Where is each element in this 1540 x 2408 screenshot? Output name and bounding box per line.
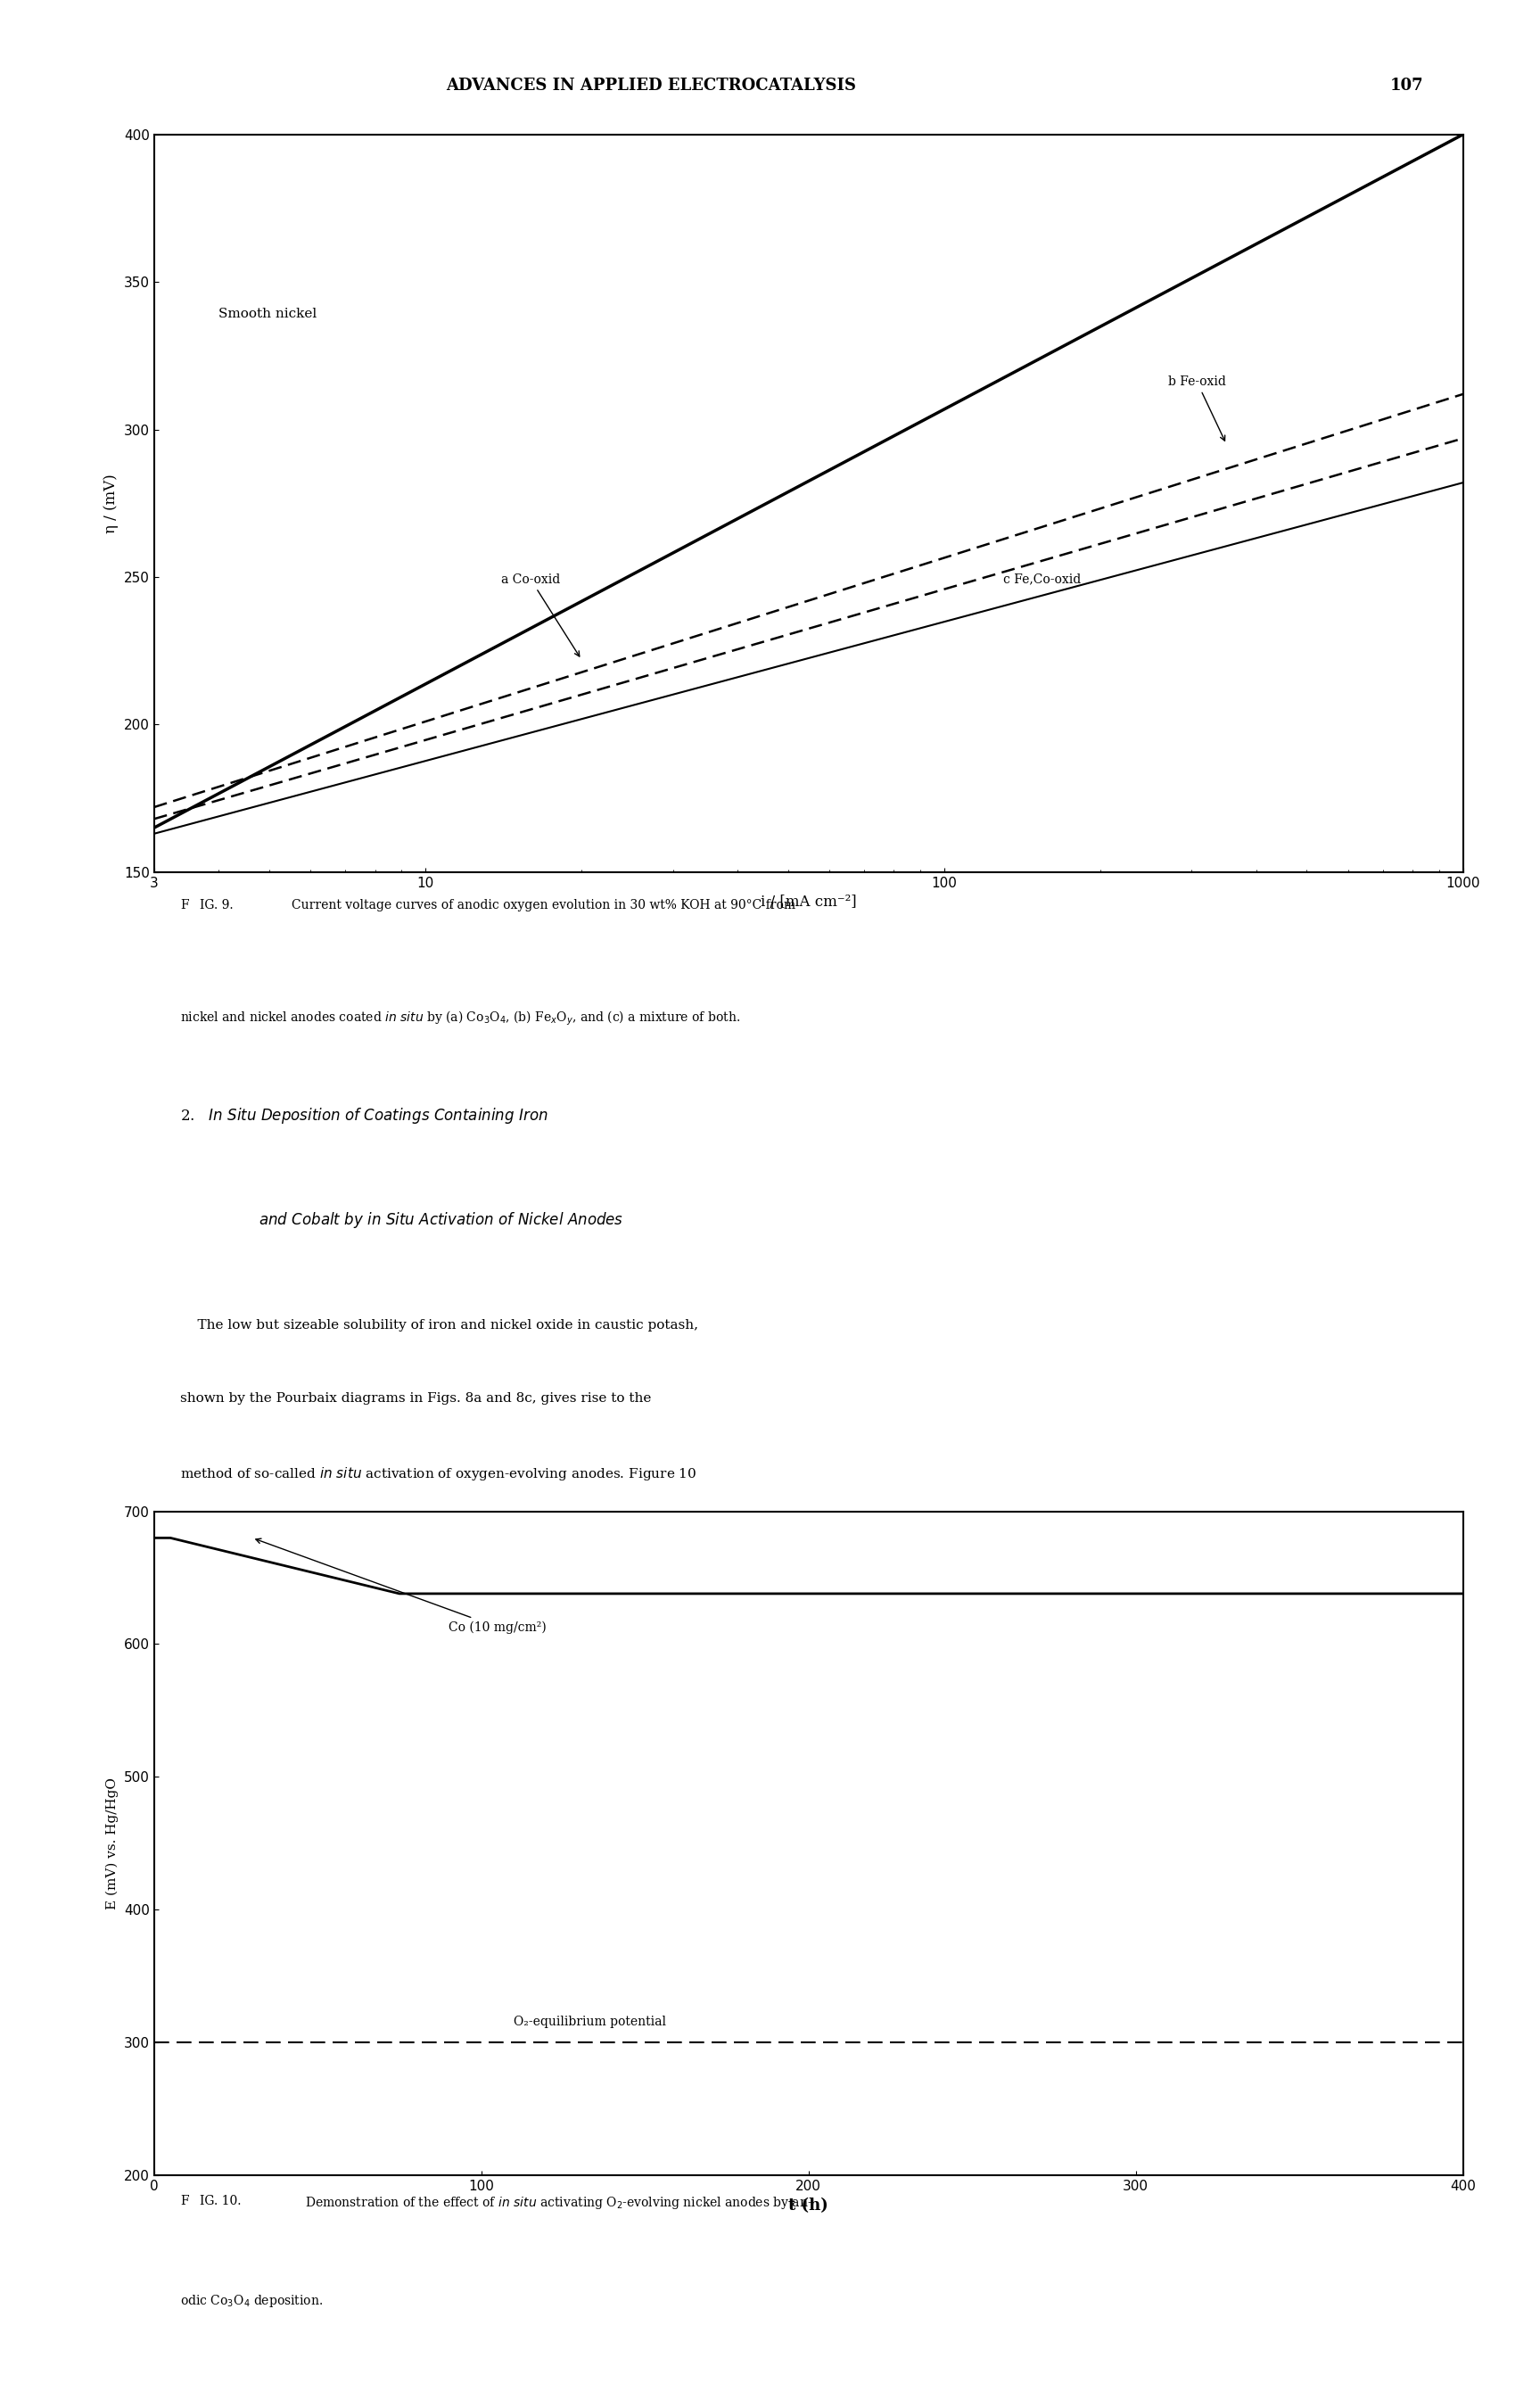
Text: Demonstration of the effect of $\mathit{in\ situ}$ activating O$_2$-evolving nic: Demonstration of the effect of $\mathit{… [305, 2194, 812, 2211]
Text: shown by the Pourbaix diagrams in Figs. 8a and 8c, gives rise to the: shown by the Pourbaix diagrams in Figs. … [180, 1392, 651, 1404]
Text: O₂-equilibrium potential: O₂-equilibrium potential [514, 2015, 667, 2028]
Y-axis label: η / (mV): η / (mV) [103, 474, 119, 532]
Text: 107: 107 [1391, 77, 1423, 94]
Text: 2.   $\mathit{In\ Situ\ Deposition\ of\ Coatings\ Containing\ Iron}$: 2. $\mathit{In\ Situ\ Deposition\ of\ Co… [180, 1105, 548, 1125]
Text: b Fe-oxid: b Fe-oxid [1167, 376, 1226, 441]
Text: The low but sizeable solubility of iron and nickel oxide in caustic potash,: The low but sizeable solubility of iron … [180, 1320, 698, 1332]
Text: Smooth nickel: Smooth nickel [219, 308, 317, 320]
Text: F: F [180, 2194, 189, 2208]
X-axis label: t (h): t (h) [788, 2199, 829, 2213]
X-axis label: i / [mA cm⁻²]: i / [mA cm⁻²] [761, 896, 856, 910]
Text: method of so-called $\mathit{in\ situ}$ activation of oxygen-evolving anodes. Fi: method of so-called $\mathit{in\ situ}$ … [180, 1466, 696, 1483]
Text: Current voltage curves of anodic oxygen evolution in 30 wt% KOH at 90°C from: Current voltage curves of anodic oxygen … [291, 898, 795, 910]
Text: depicts the evolution of the anode potential of oxygen-evolving anodes: depicts the evolution of the anode poten… [180, 1539, 667, 1551]
Text: F: F [180, 898, 189, 910]
Text: c Fe,Co-oxid: c Fe,Co-oxid [1003, 573, 1081, 585]
Text: $\mathit{and\ Cobalt\ by\ in\ Situ\ Activation\ of\ Nickel\ Anodes}$: $\mathit{and\ Cobalt\ by\ in\ Situ\ Acti… [259, 1211, 624, 1230]
Text: Co (10 mg/cm²): Co (10 mg/cm²) [256, 1539, 547, 1633]
Text: a Co-oxid: a Co-oxid [500, 573, 579, 657]
Text: IG. 10.: IG. 10. [200, 2194, 242, 2208]
Text: odic Co$_3$O$_4$ deposition.: odic Co$_3$O$_4$ deposition. [180, 2292, 323, 2309]
Text: nickel and nickel anodes coated $\it{in\ situ}$ by (a) Co$_3$O$_4$, (b) Fe$_x$O$: nickel and nickel anodes coated $\it{in\… [180, 1009, 741, 1028]
Text: IG. 9.: IG. 9. [200, 898, 234, 910]
Y-axis label: E (mV) vs. Hg/HgO: E (mV) vs. Hg/HgO [106, 1777, 119, 1910]
Text: ADVANCES IN APPLIED ELECTROCATALYSIS: ADVANCES IN APPLIED ELECTROCATALYSIS [447, 77, 856, 94]
